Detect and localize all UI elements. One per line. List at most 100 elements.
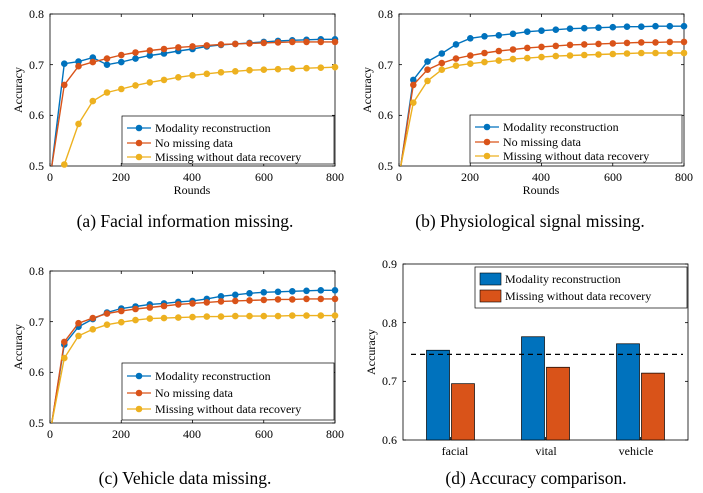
bar-vehicle-series-1 bbox=[616, 343, 640, 441]
data-point bbox=[260, 66, 268, 73]
data-point bbox=[274, 39, 282, 46]
data-point bbox=[274, 312, 282, 320]
legend: Modality reconstruction No missing data … bbox=[469, 114, 683, 164]
data-point bbox=[552, 42, 560, 50]
x-tick-label: 400 bbox=[183, 170, 201, 184]
data-point bbox=[566, 25, 574, 32]
data-point bbox=[232, 291, 239, 299]
data-point bbox=[289, 312, 296, 319]
data-point bbox=[538, 27, 545, 34]
data-point bbox=[331, 287, 339, 294]
data-point bbox=[103, 55, 111, 62]
data-point bbox=[260, 296, 268, 304]
y-axis-label: Accuracy bbox=[360, 67, 374, 113]
data-point bbox=[317, 295, 325, 303]
data-point bbox=[317, 38, 325, 46]
data-point bbox=[103, 89, 111, 96]
data-point bbox=[203, 70, 211, 78]
panel-caption: (a) Facial information missing. bbox=[77, 211, 294, 231]
data-point bbox=[132, 55, 139, 62]
data-point bbox=[538, 53, 545, 61]
data-point bbox=[274, 296, 282, 303]
legend-box bbox=[469, 114, 683, 164]
y-tick-label: 0.6 bbox=[382, 433, 397, 447]
data-point bbox=[410, 76, 417, 84]
bar-vital-series-1 bbox=[521, 336, 545, 441]
legend-box bbox=[121, 362, 335, 421]
data-point bbox=[246, 40, 253, 47]
data-point bbox=[467, 35, 474, 42]
legend-marker bbox=[135, 124, 143, 132]
x-tick-label: 600 bbox=[255, 170, 273, 184]
data-point bbox=[189, 313, 196, 321]
data-point bbox=[61, 338, 68, 346]
data-point bbox=[524, 28, 531, 35]
data-point bbox=[666, 22, 674, 30]
legend-entry: Missing without data recovery bbox=[155, 150, 301, 164]
bar-facial-series-2 bbox=[451, 383, 475, 441]
data-point bbox=[509, 55, 517, 63]
x-tick-label: 400 bbox=[183, 427, 201, 441]
x-tick-label: facial bbox=[442, 444, 469, 458]
data-point bbox=[467, 52, 474, 59]
data-point bbox=[75, 332, 82, 340]
data-point bbox=[232, 297, 239, 305]
data-point bbox=[160, 45, 168, 53]
data-point bbox=[524, 54, 531, 62]
x-tick-label: vehicle bbox=[619, 444, 654, 458]
data-point bbox=[203, 42, 211, 49]
data-point bbox=[160, 314, 168, 322]
x-tick-label: 800 bbox=[675, 170, 693, 184]
data-point bbox=[89, 97, 97, 105]
data-point bbox=[609, 50, 617, 58]
x-tick-label: vital bbox=[535, 444, 557, 458]
data-point bbox=[274, 65, 282, 73]
data-point bbox=[118, 85, 125, 93]
legend-entry: Modality reconstruction bbox=[505, 272, 621, 286]
data-point bbox=[609, 40, 617, 47]
x-tick-label: 0 bbox=[47, 427, 53, 441]
y-tick-label: 0.8 bbox=[382, 316, 397, 330]
data-point bbox=[495, 32, 503, 39]
data-point bbox=[452, 41, 460, 48]
legend-entry: No missing data bbox=[155, 136, 234, 150]
data-point bbox=[89, 314, 97, 322]
data-point bbox=[595, 40, 602, 48]
data-point bbox=[495, 47, 503, 55]
panel-c-vehicle-missing: 0.5 0.6 0.7 0.8 0 200 400 600 800 Accura… bbox=[11, 264, 344, 488]
y-tick-label: 0.8 bbox=[378, 7, 393, 21]
panel-caption: (b) Physiological signal missing. bbox=[415, 211, 644, 231]
legend-entry: No missing data bbox=[155, 386, 234, 400]
data-point bbox=[538, 43, 545, 51]
data-point bbox=[118, 307, 125, 315]
data-point bbox=[75, 58, 82, 65]
data-point bbox=[217, 298, 225, 305]
y-tick-label: 0.5 bbox=[29, 416, 44, 430]
data-point bbox=[132, 82, 139, 89]
data-point bbox=[260, 39, 268, 47]
data-point bbox=[566, 52, 574, 59]
data-point bbox=[260, 289, 268, 296]
data-point bbox=[103, 321, 111, 329]
data-point bbox=[467, 60, 474, 67]
data-point bbox=[424, 58, 431, 65]
y-tick-label: 0.6 bbox=[29, 365, 44, 379]
data-point bbox=[175, 74, 182, 81]
legend: Modality reconstruction No missing data … bbox=[121, 115, 335, 165]
data-point bbox=[438, 59, 446, 67]
data-point bbox=[424, 77, 431, 85]
legend-entry: Missing without data recovery bbox=[503, 149, 649, 163]
legend-box bbox=[474, 266, 688, 309]
data-point bbox=[623, 50, 631, 57]
x-tick-label: 600 bbox=[604, 170, 622, 184]
x-tick-label: 400 bbox=[532, 170, 550, 184]
data-point bbox=[274, 288, 282, 296]
x-tick-label: 0 bbox=[396, 170, 402, 184]
x-axis-label: Rounds bbox=[174, 183, 211, 197]
data-point bbox=[289, 65, 296, 72]
data-point bbox=[118, 51, 125, 59]
bar-facial-series-1 bbox=[426, 349, 450, 441]
data-point bbox=[246, 312, 253, 320]
data-point bbox=[680, 38, 688, 46]
